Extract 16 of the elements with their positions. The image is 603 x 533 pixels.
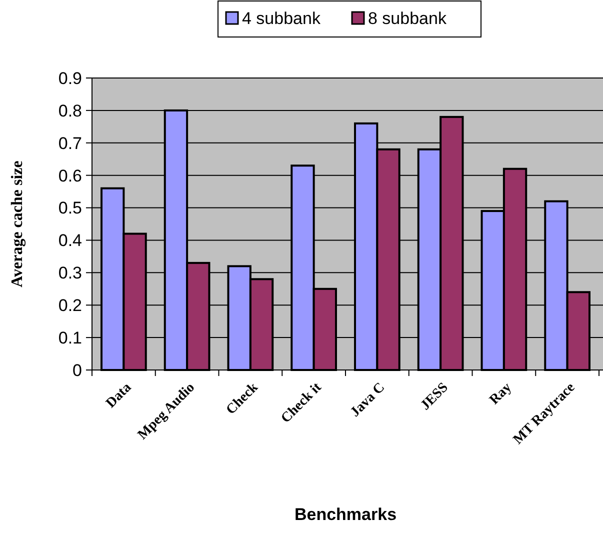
y-tick-label: 0.4 xyxy=(58,231,82,250)
y-tick-label: 0.3 xyxy=(58,264,82,283)
y-tick-label: 0.9 xyxy=(58,68,82,88)
legend-label: 4 subbank xyxy=(242,8,321,28)
x-axis-title: Benchmarks xyxy=(294,505,397,524)
x-tick-label: Java C xyxy=(348,380,388,420)
y-tick-label: 0.2 xyxy=(58,296,82,316)
y-tick-label: 0 xyxy=(72,360,82,380)
legend-label: 8 subbank xyxy=(368,8,447,28)
y-tick-label: 0.5 xyxy=(58,198,82,218)
y-tick-label: 0.1 xyxy=(58,328,82,348)
y-tick-label: 0.8 xyxy=(58,101,82,120)
y-tick-label: 0.7 xyxy=(58,134,82,153)
y-axis-title: Average cache size xyxy=(9,160,26,288)
x-tick-label: Ray xyxy=(487,380,515,408)
y-tick-label: 0.6 xyxy=(58,166,82,186)
